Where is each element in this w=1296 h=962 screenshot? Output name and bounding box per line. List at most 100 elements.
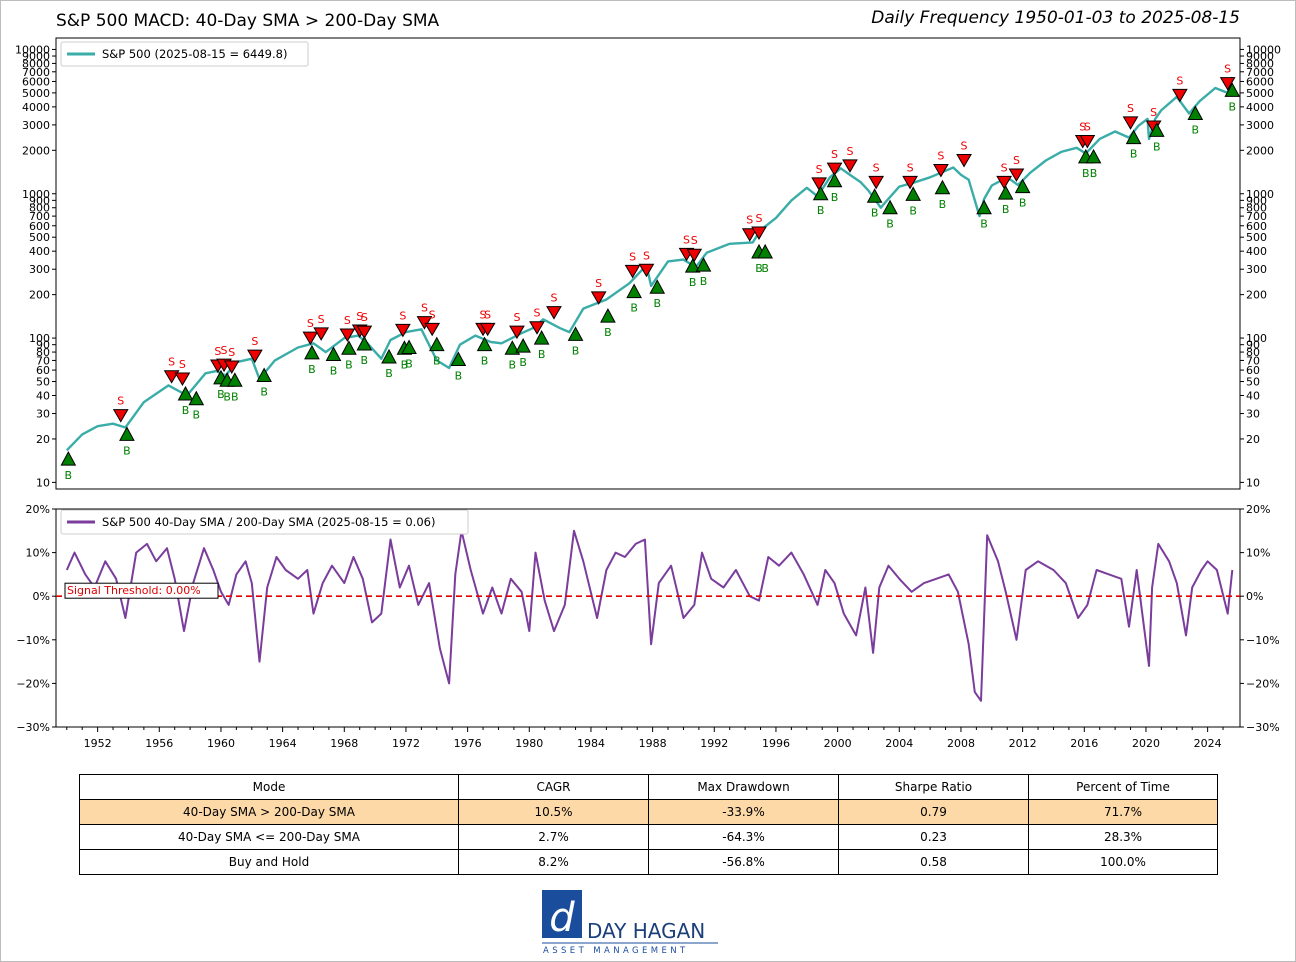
sell-signal-marker (751, 226, 767, 240)
buy-signal-label: B (886, 218, 894, 231)
y-tick-label-right: 10% (1246, 547, 1270, 560)
table-row: 40-Day SMA > 200-Day SMA 10.5% -33.9% 0.… (79, 799, 1218, 825)
buy-signal-marker (325, 346, 342, 361)
table-header: Percent of Time (1028, 774, 1218, 800)
sell-signal-marker (868, 175, 885, 190)
buy-signal-label: B (455, 370, 463, 383)
y-tick-label: 10000 (15, 43, 50, 56)
y-tick-label: 4000 (22, 101, 50, 114)
sell-signal-marker (842, 159, 858, 173)
x-tick-label: 2024 (1194, 737, 1222, 750)
y-tick-label-right: 500 (1246, 231, 1267, 244)
x-tick-label: 1960 (207, 737, 235, 750)
sell-signal-marker (174, 372, 191, 387)
buy-signal-marker (428, 336, 445, 352)
sell-signal-marker (1122, 116, 1139, 130)
table-cell: 2.7% (458, 824, 649, 850)
buy-signal-label: B (817, 204, 825, 217)
buy-signal-marker (533, 330, 550, 345)
sell-signal-label: S (480, 308, 487, 321)
sell-signal-marker (933, 163, 949, 178)
buy-signal-label: B (260, 386, 268, 399)
sell-signal-label: S (214, 345, 221, 358)
sell-signal-marker (826, 162, 843, 177)
sell-signal-label: S (221, 344, 228, 357)
sell-signal-label: S (643, 249, 650, 262)
price-legend-label: S&P 500 (2025-08-15 = 6449.8) (102, 47, 287, 61)
sell-signal-marker (424, 322, 441, 337)
y-tick-label: 7000 (22, 66, 50, 79)
sell-signal-label: S (550, 292, 557, 305)
x-tick-label: 2016 (1070, 737, 1098, 750)
sell-signal-label: S (1127, 102, 1134, 115)
table-cell: -64.3% (648, 824, 839, 850)
sell-signal-label: S (873, 161, 880, 174)
y-tick-label-right: 30 (1246, 408, 1260, 421)
sell-signal-marker (902, 175, 918, 190)
buy-signal-marker (684, 258, 701, 273)
table-cell: 0.23 (838, 824, 1029, 850)
x-tick-label: 1988 (639, 737, 667, 750)
x-tick-label: 1956 (145, 737, 173, 750)
buy-signal-label: B (761, 262, 769, 275)
buy-signal-marker (826, 172, 843, 188)
chart-subtitle: Daily Frequency 1950-01-03 to 2025-08-15 (871, 8, 1240, 28)
table-cell: Buy and Hold (79, 849, 459, 875)
buy-signal-marker (226, 372, 243, 387)
y-tick-label: 80 (36, 346, 50, 359)
sell-signal-label: S (318, 313, 325, 326)
x-tick-label: 1964 (269, 737, 297, 750)
buy-signal-label: B (361, 354, 369, 367)
table-cell: -56.8% (648, 849, 839, 875)
table-header: Sharpe Ratio (838, 774, 1029, 800)
x-tick-label: 1984 (577, 737, 605, 750)
y-tick-label-right: 10000 (1246, 43, 1281, 56)
buy-signal-label: B (401, 358, 409, 371)
y-tick-label-right: 80 (1246, 346, 1260, 359)
buy-signal-marker (356, 335, 373, 351)
sell-signal-marker (509, 325, 525, 340)
sell-signal-label: S (846, 145, 853, 158)
y-tick-label: 2000 (22, 144, 50, 157)
sell-signal-marker (956, 153, 972, 168)
buy-signal-label: B (630, 302, 638, 315)
buy-signal-label: B (231, 390, 239, 403)
buy-signal-label: B (604, 326, 612, 339)
y-tick-label: 20 (36, 433, 50, 446)
y-tick-label-right: 200 (1246, 289, 1267, 302)
buy-signal-label: B (689, 276, 697, 289)
price-series-line (65, 76, 1234, 452)
y-tick-label-right: 60 (1246, 364, 1260, 377)
buy-signal-marker (934, 179, 951, 195)
buy-signal-label: B (509, 358, 517, 371)
x-tick-label: 2000 (824, 737, 852, 750)
buy-signal-marker (600, 308, 616, 323)
buy-signal-marker (450, 351, 467, 367)
y-tick-label: −20% (16, 677, 50, 690)
buy-signal-label: B (330, 364, 338, 377)
y-tick-label: 20% (26, 503, 50, 516)
sell-signal-label: S (307, 317, 314, 330)
x-tick-label: 1980 (515, 737, 543, 750)
table-cell: 71.7% (1028, 799, 1218, 825)
buy-signal-marker (976, 199, 992, 215)
y-tick-label-right: 50 (1246, 376, 1260, 389)
y-tick-label: 50 (36, 376, 50, 389)
buy-signal-marker (866, 188, 883, 203)
buy-signal-label: B (481, 355, 489, 368)
buy-signal-label: B (1090, 167, 1098, 180)
buy-signal-label: B (385, 367, 393, 380)
y-tick-label: 70 (36, 354, 50, 367)
buy-signal-label: B (182, 404, 190, 417)
sell-signal-label: S (595, 277, 602, 290)
y-tick-label-right: 6000 (1246, 75, 1274, 88)
y-tick-label-right: 70 (1246, 354, 1260, 367)
buy-signal-label: B (345, 358, 353, 371)
table-cell: 40-Day SMA <= 200-Day SMA (79, 824, 459, 850)
logo-name: DAY HAGAN (587, 919, 705, 943)
sell-signal-label: S (1176, 74, 1183, 87)
buy-signal-label: B (980, 218, 988, 231)
sell-signal-label: S (117, 395, 124, 408)
sell-signal-marker (996, 175, 1013, 190)
